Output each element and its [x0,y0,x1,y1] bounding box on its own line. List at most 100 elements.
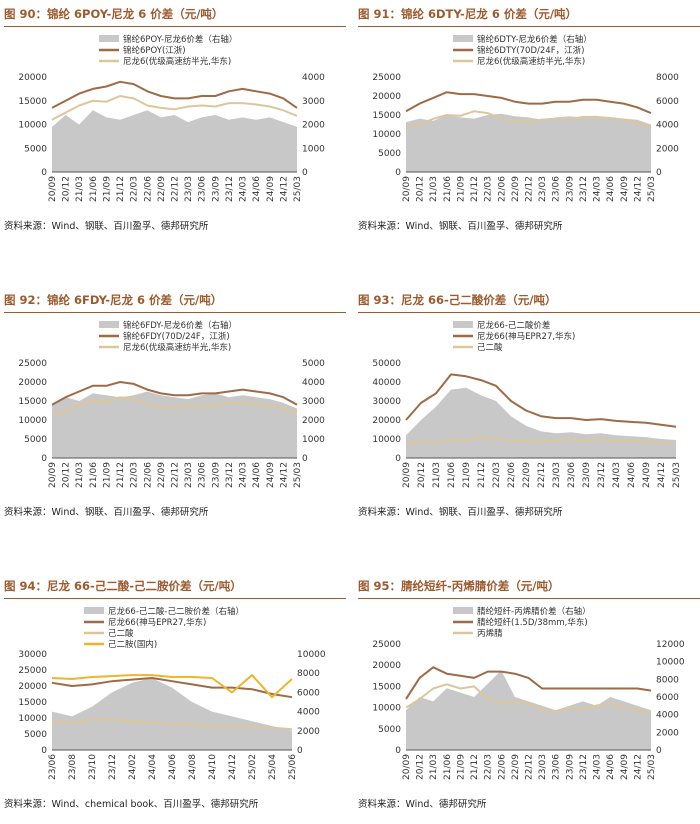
source-note: 资料来源：Wind、钢联、百川盈孚、德邦研究所 [4,507,209,518]
chart-title: 图 94：尼龙 66-己二酸-己二胺价差（元/吨） [4,579,242,593]
x-tick-label: 24/03 [593,754,603,780]
title-divider [4,598,346,599]
legend-label: 锦纶6FDY(70D/24F，江浙) [123,331,230,342]
y2-tick-label: 0 [656,168,662,178]
x-tick-label: 24/12 [633,754,643,780]
y2-tick-label: 2000 [656,144,679,154]
x-tick-label: 25/03 [293,462,303,488]
y-tick-label: 30000 [18,650,47,660]
x-tick-label: 22/09 [157,176,167,202]
chart-title: 图 91：锦纶 6DTY-尼龙 6 价差（元/吨） [358,7,578,21]
x-tick-label: 23/03 [184,176,194,202]
y-tick-label: 5000 [24,730,47,740]
x-tick-label: 24/09 [620,176,630,202]
y-tick-label: 20000 [18,682,47,692]
x-tick-label: 22/06 [507,462,517,488]
y2-tick-label: 6000 [297,688,320,698]
y2-tick-label: 6000 [656,693,679,703]
x-tick-label: 24/06 [627,462,637,488]
series-line [405,91,652,115]
x-tick-label: 24/06 [252,462,262,488]
x-tick-label: 20/12 [417,462,427,488]
chart-title: 图 90：锦纶 6POY-尼龙 6 价差（元/吨） [4,7,224,21]
x-tick-label: 25/02 [248,754,258,780]
x-tick-label: 22/12 [525,176,535,202]
x-tick-label: 21/06 [89,462,99,488]
x-tick-label: 24/03 [239,462,249,488]
y-tick-label: 10000 [18,416,47,426]
y-tick-label: 30000 [372,397,401,407]
series-area [406,113,651,172]
chart-panel-93: 图 93：尼龙 66-己二酸价差（元/吨） 尼龙66-己二酸价差 尼龙66(神马E… [358,290,700,520]
y-tick-label: 25000 [18,359,47,369]
x-tick-label: 21/06 [443,754,453,780]
x-tick-label: 23/08 [68,754,78,780]
y2-tick-label: 1000 [302,435,325,445]
series-line [51,381,298,406]
y2-tick-label: 2000 [656,728,679,738]
x-tick-label: 23/09 [582,462,592,488]
x-tick-label: 21/12 [116,462,126,488]
x-tick-label: 22/06 [497,176,507,202]
x-tick-label: 24/06 [606,176,616,202]
x-tick-label: 22/12 [525,754,535,780]
x-tick-label: 23/06 [567,462,577,488]
legend-label: 尼龙66-己二酸-己二胺价差（右轴） [108,606,244,617]
y-tick-label: 0 [41,746,47,756]
x-tick-label: 22/03 [130,462,140,488]
y2-tick-label: 4000 [656,711,679,721]
x-tick-label: 24/10 [208,754,218,780]
series-line [405,666,652,700]
x-tick-label: 24/09 [642,462,652,488]
legend-label: 锦纶6DTY(70D/24F，江浙) [477,45,584,56]
source-note: 资料来源：Wind、钢联、百川盈孚、德邦研究所 [358,507,563,518]
x-tick-label: 21/06 [89,176,99,202]
y-tick-label: 20000 [372,661,401,671]
x-tick-label: 25/03 [672,462,682,488]
source-note: 资料来源：Wind、德邦研究所 [358,799,487,810]
y2-tick-label: 4000 [302,378,325,388]
legend-label: 腈纶短纤-丙烯腈价差（右轴） [477,606,591,617]
legend-label: 锦纶6FDY-尼龙6价差（右轴） [123,320,237,331]
x-tick-label: 23/03 [552,462,562,488]
x-tick-label: 25/03 [293,176,303,202]
y2-tick-label: 2000 [302,121,325,131]
y-tick-label: 0 [41,168,47,178]
x-tick-label: 20/12 [62,176,72,202]
title-divider [4,312,346,313]
y-tick-label: 0 [395,746,401,756]
x-tick-label: 22/03 [130,176,140,202]
x-tick-label: 24/06 [168,754,178,780]
x-tick-label: 22/06 [497,754,507,780]
legend-label: 己二酸 [477,342,503,353]
y-tick-label: 10000 [372,704,401,714]
y2-tick-label: 2000 [297,727,320,737]
x-tick-label: 21/03 [75,176,85,202]
y2-tick-label: 6000 [656,97,679,107]
x-tick-label: 22/12 [171,176,181,202]
x-tick-label: 24/03 [612,462,622,488]
x-tick-label: 22/06 [143,176,153,202]
source-note: 资料来源：Wind、钢联、百川盈孚、德邦研究所 [358,221,563,232]
x-tick-label: 24/02 [128,754,138,780]
x-tick-label: 25/06 [288,754,298,780]
x-tick-label: 24/03 [239,176,249,202]
x-tick-label: 23/12 [597,462,607,488]
x-tick-label: 23/06 [552,176,562,202]
legend-swatch-area [99,321,119,328]
x-tick-label: 24/12 [633,176,643,202]
y-tick-label: 10000 [372,435,401,445]
chart-panel-90: 图 90：锦纶 6POY-尼龙 6 价差（元/吨） 锦纶6POY-尼龙6价差（右… [4,4,346,234]
x-tick-label: 23/03 [538,754,548,780]
y-tick-label: 15000 [18,97,47,107]
legend-label: 腈纶短纤(1.5D/38mm,华东) [477,617,588,628]
x-tick-label: 21/12 [470,176,480,202]
y-tick-label: 50000 [372,359,401,369]
x-tick-label: 20/12 [416,754,426,780]
x-tick-label: 21/03 [429,176,439,202]
legend-label: 尼龙6(优级高速纺半光,华东) [123,342,231,353]
x-tick-label: 20/09 [402,462,412,488]
y-tick-label: 5000 [378,725,401,735]
x-tick-label: 24/08 [188,754,198,780]
